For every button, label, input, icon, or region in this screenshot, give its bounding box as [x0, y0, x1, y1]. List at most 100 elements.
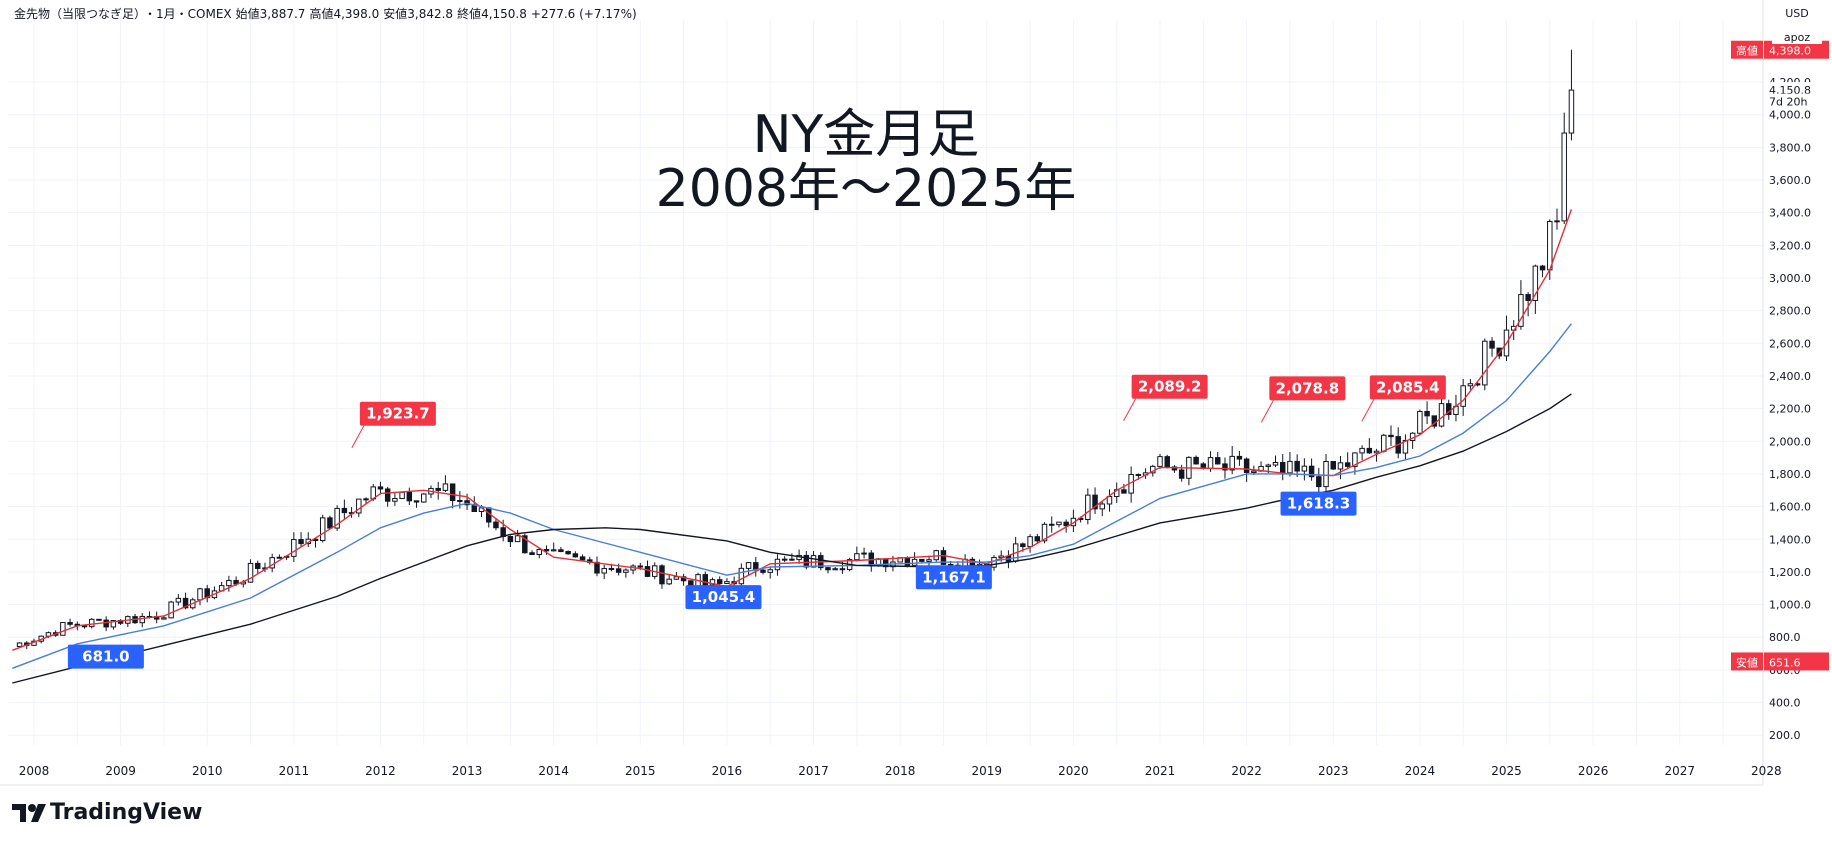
candle	[1215, 452, 1221, 465]
candle	[1034, 533, 1041, 544]
candle	[1085, 488, 1091, 525]
y-tick-label: 2,000.0	[1769, 435, 1811, 448]
candle	[1554, 208, 1560, 230]
annotation-pointer	[351, 425, 365, 448]
candle	[291, 532, 297, 562]
candle-body	[1215, 457, 1221, 465]
y-tick-label: 2,800.0	[1769, 305, 1811, 318]
candle-body	[226, 579, 232, 587]
candle	[1561, 112, 1567, 225]
change-value: +277.6 (+7.17%)	[530, 7, 637, 21]
candle-body	[594, 561, 600, 574]
candle	[1482, 338, 1488, 391]
x-tick-label: 2014	[538, 764, 569, 778]
candle-body	[1445, 403, 1452, 416]
moving-average-line	[12, 323, 1572, 669]
candle-body	[334, 507, 340, 529]
candle	[514, 530, 521, 543]
candle-body	[1381, 434, 1387, 452]
candle-body	[1489, 340, 1495, 349]
candle-body	[514, 535, 521, 543]
x-tick-label: 2009	[105, 764, 136, 778]
candle-body	[637, 565, 644, 568]
candle-body	[738, 567, 745, 585]
candle-body	[161, 617, 167, 620]
candle	[789, 553, 795, 561]
candle-body	[709, 579, 716, 586]
candle-body	[572, 553, 579, 558]
annotation-pointer	[1260, 400, 1274, 423]
candle	[1409, 432, 1416, 449]
annotation-box	[359, 401, 436, 426]
candle	[579, 554, 586, 561]
candle-body	[1251, 470, 1257, 473]
candle-body	[182, 597, 189, 609]
annotation-label: 1,923.7	[366, 405, 430, 423]
candle-body	[421, 493, 427, 503]
candle	[565, 550, 571, 555]
candle	[572, 551, 579, 558]
moving-average-line	[12, 393, 1572, 684]
candle-body	[1099, 503, 1106, 510]
candle	[168, 600, 174, 619]
candle	[724, 578, 730, 584]
annotation-label: 1,618.3	[1287, 495, 1351, 513]
x-tick-label: 2024	[1405, 764, 1436, 778]
candle-body	[724, 581, 730, 584]
annotation-label: 1,167.1	[922, 568, 986, 586]
annotation-box	[1131, 374, 1208, 399]
candle	[1193, 455, 1199, 465]
candle-body	[413, 500, 420, 503]
symbol-name[interactable]: 金先物（当限つなぎ足）	[14, 7, 141, 21]
price-tag-label: 高値	[1736, 44, 1758, 58]
candle-body	[659, 565, 665, 585]
candle-body	[1222, 463, 1228, 471]
candle-body	[1402, 439, 1409, 454]
candle-body	[493, 521, 499, 529]
candle	[1106, 489, 1113, 512]
candle-body	[1085, 494, 1091, 520]
currency-button[interactable]: USD	[1772, 7, 1822, 20]
candle	[341, 499, 348, 520]
candle-body	[919, 558, 925, 562]
x-tick-label: 2017	[798, 764, 829, 778]
y-tick-label: 1,200.0	[1769, 566, 1811, 579]
candle	[1272, 455, 1279, 468]
candle-body	[1121, 489, 1127, 494]
candle	[1236, 450, 1243, 466]
candle-body	[810, 555, 817, 568]
candle	[457, 491, 463, 509]
scale-mode-button[interactable]: apoz	[1772, 31, 1822, 44]
y-tick-label: 3,200.0	[1769, 239, 1811, 252]
candle-body	[435, 487, 441, 491]
candle-body	[168, 601, 174, 619]
candle	[1467, 379, 1474, 390]
candle-body	[1301, 465, 1308, 472]
candle	[204, 584, 210, 603]
candle-body	[673, 576, 680, 580]
candle-body	[1532, 265, 1539, 301]
candle	[680, 573, 687, 586]
candle	[1460, 378, 1466, 416]
price-tag-value: 7d 20h	[1769, 96, 1807, 109]
candle-body	[16, 642, 23, 647]
candle-body	[1388, 434, 1394, 438]
candle-body	[1373, 450, 1380, 454]
x-tick-label: 2016	[712, 764, 743, 778]
candle-body	[558, 549, 564, 553]
candle-body	[1092, 494, 1098, 510]
candle	[1229, 446, 1235, 475]
low-annotation: 1,045.4	[685, 585, 762, 610]
interval-label[interactable]: ・1月・COMEX	[144, 7, 232, 21]
candle-body	[1034, 536, 1041, 542]
candle	[861, 547, 867, 559]
candle	[1359, 445, 1365, 461]
candle-body	[1518, 294, 1524, 327]
candle-body	[175, 597, 182, 603]
candle-body	[377, 486, 384, 490]
candle	[601, 564, 607, 580]
y-tick-label: 2,400.0	[1769, 370, 1811, 383]
annotation-label: 2,078.8	[1276, 379, 1340, 397]
candle-body	[608, 567, 615, 570]
candle-body	[1366, 447, 1373, 454]
